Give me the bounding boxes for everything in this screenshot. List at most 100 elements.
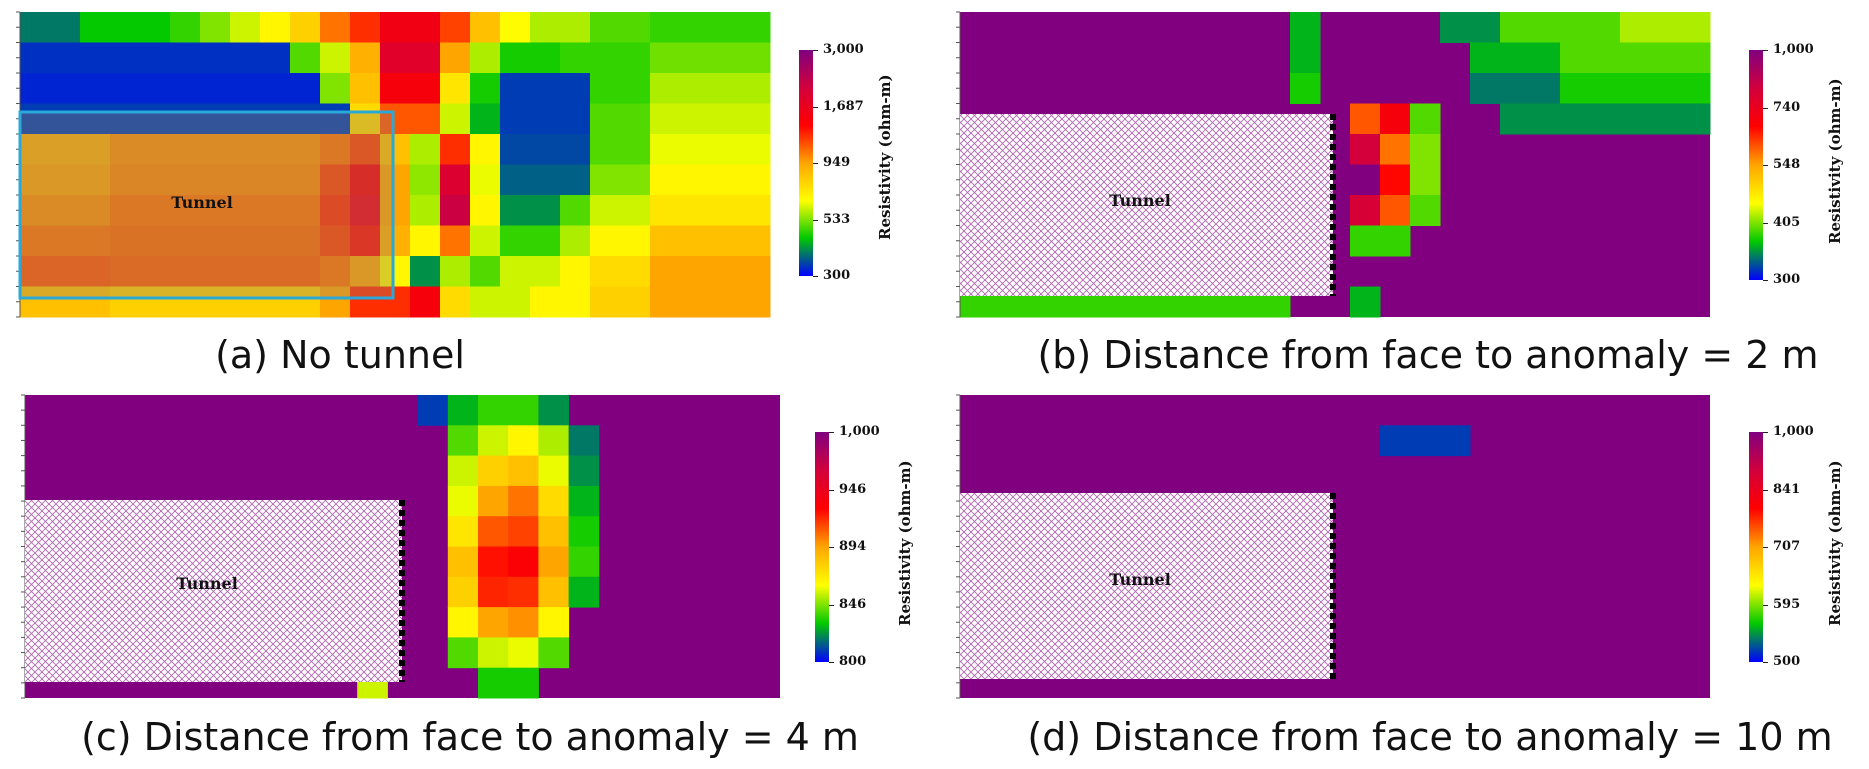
heatmap-cell <box>650 164 771 196</box>
heatmap-cell <box>320 42 351 74</box>
heatmap-cell <box>538 455 570 487</box>
heatmap-cell <box>1380 103 1411 135</box>
colorbar-tick-mark <box>813 276 818 277</box>
heatmap-cell <box>568 485 600 517</box>
heatmap-cell <box>590 103 651 135</box>
heatmap-cell <box>508 516 539 547</box>
heatmap-cell <box>447 455 479 487</box>
heatmap-cell <box>320 256 351 287</box>
heatmap-cell <box>538 516 570 547</box>
heatmap-cell <box>440 225 471 257</box>
heatmap-cell <box>508 425 539 457</box>
colorbar-tick-mark <box>829 662 834 663</box>
heatmap-cell <box>440 12 471 43</box>
heatmap-cell <box>1620 12 1711 43</box>
colorbar-tick-label: 300 <box>823 268 851 283</box>
heatmap-cell <box>1410 103 1441 135</box>
colorbar-tick-label: 1,000 <box>1773 424 1814 439</box>
heatmap-cell <box>560 225 591 257</box>
colorbar-tick-label: 1,687 <box>823 98 864 114</box>
heatmap-cell <box>470 12 501 43</box>
heatmap-cell <box>170 12 201 43</box>
colorbar-tick-label: 946 <box>839 481 867 497</box>
heatmap-cell <box>478 425 509 457</box>
caption-d: (d) Distance from face to anomaly = 10 m <box>1027 715 1833 759</box>
colorbar-tick-label: 1,000 <box>839 424 880 439</box>
heatmap-cell <box>440 73 471 104</box>
heatmap-cell <box>590 134 651 165</box>
colorbar-title-b: Resistivity (ohm-m) <box>1826 78 1844 244</box>
heatmap-cell <box>500 103 591 135</box>
caption-a: (a) No tunnel <box>215 333 465 377</box>
heatmap-cell <box>650 42 771 74</box>
tunnel-label: Tunnel <box>171 193 233 212</box>
heatmap-cell <box>447 485 479 517</box>
heatmap-cell <box>380 73 441 104</box>
colorbar-tick-mark <box>1763 604 1768 606</box>
heatmap-cell <box>447 576 479 608</box>
heatmap-cell <box>20 286 111 318</box>
tunnel-region <box>960 114 1333 296</box>
heatmap-cell <box>1380 195 1411 226</box>
heatmap-cell <box>500 164 591 196</box>
heatmap-cell <box>260 12 291 43</box>
heatmap-cell <box>568 516 600 547</box>
colorbar-tick-mark <box>813 50 818 51</box>
heatmap-cell <box>590 286 651 318</box>
heatmap-cell <box>650 12 771 43</box>
heatmap-plot-d: Tunnel <box>956 394 1710 699</box>
heatmap-cell <box>470 256 501 287</box>
heatmap-cell <box>20 103 351 135</box>
heatmap-cell <box>380 195 411 226</box>
colorbar-tick-label: 533 <box>823 211 851 227</box>
heatmap-cell <box>380 12 441 43</box>
heatmap-cell <box>538 485 570 517</box>
heatmap-cell <box>230 12 261 43</box>
heatmap-plot-b: Tunnel <box>956 11 1711 318</box>
colorbar-tick-label: 740 <box>1773 99 1801 115</box>
heatmap-cell <box>470 42 501 74</box>
heatmap-cell <box>508 637 539 669</box>
heatmap-cell <box>508 455 539 487</box>
tunnel-region <box>25 500 402 682</box>
heatmap-cell <box>1380 164 1411 196</box>
heatmap-cell <box>650 73 771 104</box>
heatmap-cell <box>447 425 479 457</box>
heatmap-cell <box>590 12 651 43</box>
heatmap-cell <box>417 395 449 426</box>
heatmap-cell <box>590 225 651 257</box>
colorbar-tick-label: 500 <box>1773 654 1801 669</box>
heatmap-cell <box>1350 195 1381 226</box>
heatmap-cell <box>290 12 321 43</box>
heatmap-cell <box>538 637 570 669</box>
heatmap-cell <box>20 256 111 287</box>
heatmap-cell <box>470 286 531 318</box>
heatmap-cell <box>500 73 591 104</box>
tunnel-label: Tunnel <box>176 574 238 593</box>
heatmap-cell <box>568 425 600 457</box>
heatmap-cell <box>440 42 471 74</box>
heatmap-cell <box>1350 134 1381 165</box>
heatmap-cell <box>560 256 591 287</box>
colorbar-tick-mark <box>1763 50 1768 51</box>
heatmap-cell <box>1470 42 1561 74</box>
heatmap-cell <box>1350 225 1411 257</box>
heatmap-cell <box>478 637 509 669</box>
heatmap-cell <box>538 395 570 426</box>
heatmap-cell <box>110 256 321 287</box>
colorbar-tick-mark <box>1763 432 1768 433</box>
colorbar-d <box>1749 432 1763 662</box>
heatmap-cell <box>538 607 570 638</box>
heatmap-cell <box>560 195 591 226</box>
heatmap-cell <box>470 134 501 165</box>
heatmap-cell <box>1290 12 1321 74</box>
caption-b: (b) Distance from face to anomaly = 2 m <box>1037 333 1819 377</box>
colorbar-title-a: Resistivity (ohm-m) <box>876 74 894 240</box>
heatmap-cell <box>320 286 351 318</box>
heatmap-cell <box>590 256 651 287</box>
heatmap-cell <box>440 164 471 196</box>
heatmap-cell <box>470 225 501 257</box>
heatmap-cell <box>410 164 441 196</box>
heatmap-cell <box>1470 73 1561 104</box>
colorbar-tick-label: 405 <box>1773 214 1801 230</box>
